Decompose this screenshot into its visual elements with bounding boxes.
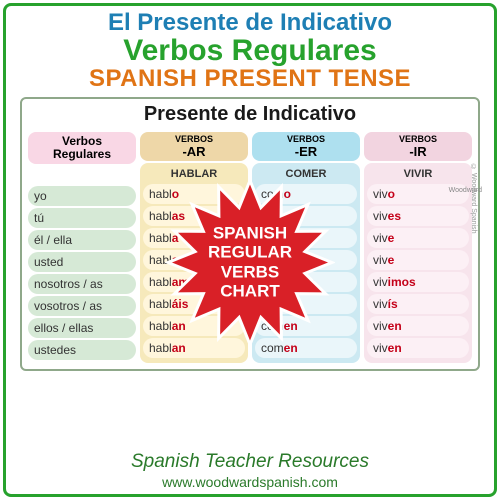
conjugation-cell: vive	[367, 250, 469, 270]
title-line1: El Presente de Indicativo	[14, 10, 486, 36]
footer-line1: Spanish Teacher Resources	[6, 451, 494, 473]
pronoun-cell: usted	[28, 252, 136, 272]
pronoun-cell: nosotros / as	[28, 274, 136, 294]
footer: Spanish Teacher Resources www.woodwardsp…	[6, 448, 494, 494]
conjugation-cell: vivís	[367, 294, 469, 314]
burst-l2: REGULAR	[208, 243, 292, 263]
copyright-text: © Woodward Spanish	[470, 164, 477, 234]
title-line2: Verbos Regulares	[14, 36, 486, 66]
burst-l1: SPANISH	[213, 223, 287, 243]
verb-group-header: VERBOS-IR	[364, 132, 472, 161]
infinitive-label: VIVIR	[367, 166, 469, 182]
footer-line2: www.woodwardspanish.com	[6, 474, 494, 490]
chart-title: Presente de Indicativo	[28, 103, 472, 126]
burst-l4: CHART	[220, 282, 280, 302]
main-frame: El Presente de Indicativo Verbos Regular…	[3, 3, 497, 497]
verb-group-header: VERBOS-AR	[140, 132, 248, 161]
pronoun-cell: ellos / ellas	[28, 318, 136, 338]
header: El Presente de Indicativo Verbos Regular…	[6, 6, 494, 95]
conjugation-cell: vivimos	[367, 272, 469, 292]
pronoun-cell: tú	[28, 208, 136, 228]
pronoun-cell: ustedes	[28, 340, 136, 360]
conjugation-cell: vive	[367, 228, 469, 248]
pronoun-cell: vosotros / as	[28, 296, 136, 316]
conjugation-cell: vives	[367, 206, 469, 226]
conjugation-cell: viven	[367, 316, 469, 336]
burst-text: SPANISH REGULAR VERBS CHART	[165, 177, 335, 347]
burst-badge: SPANISH REGULAR VERBS CHART	[165, 177, 335, 352]
pronoun-cell: él / ella	[28, 230, 136, 250]
title-line3: SPANISH PRESENT TENSE	[14, 66, 486, 92]
pronoun-cell: yo	[28, 186, 136, 206]
pronoun-header: VerbosRegulares	[28, 132, 136, 164]
verb-group-header: VERBOS-ER	[252, 132, 360, 161]
conjugation-cell: viven	[367, 338, 469, 358]
burst-l3: VERBS	[221, 262, 280, 282]
